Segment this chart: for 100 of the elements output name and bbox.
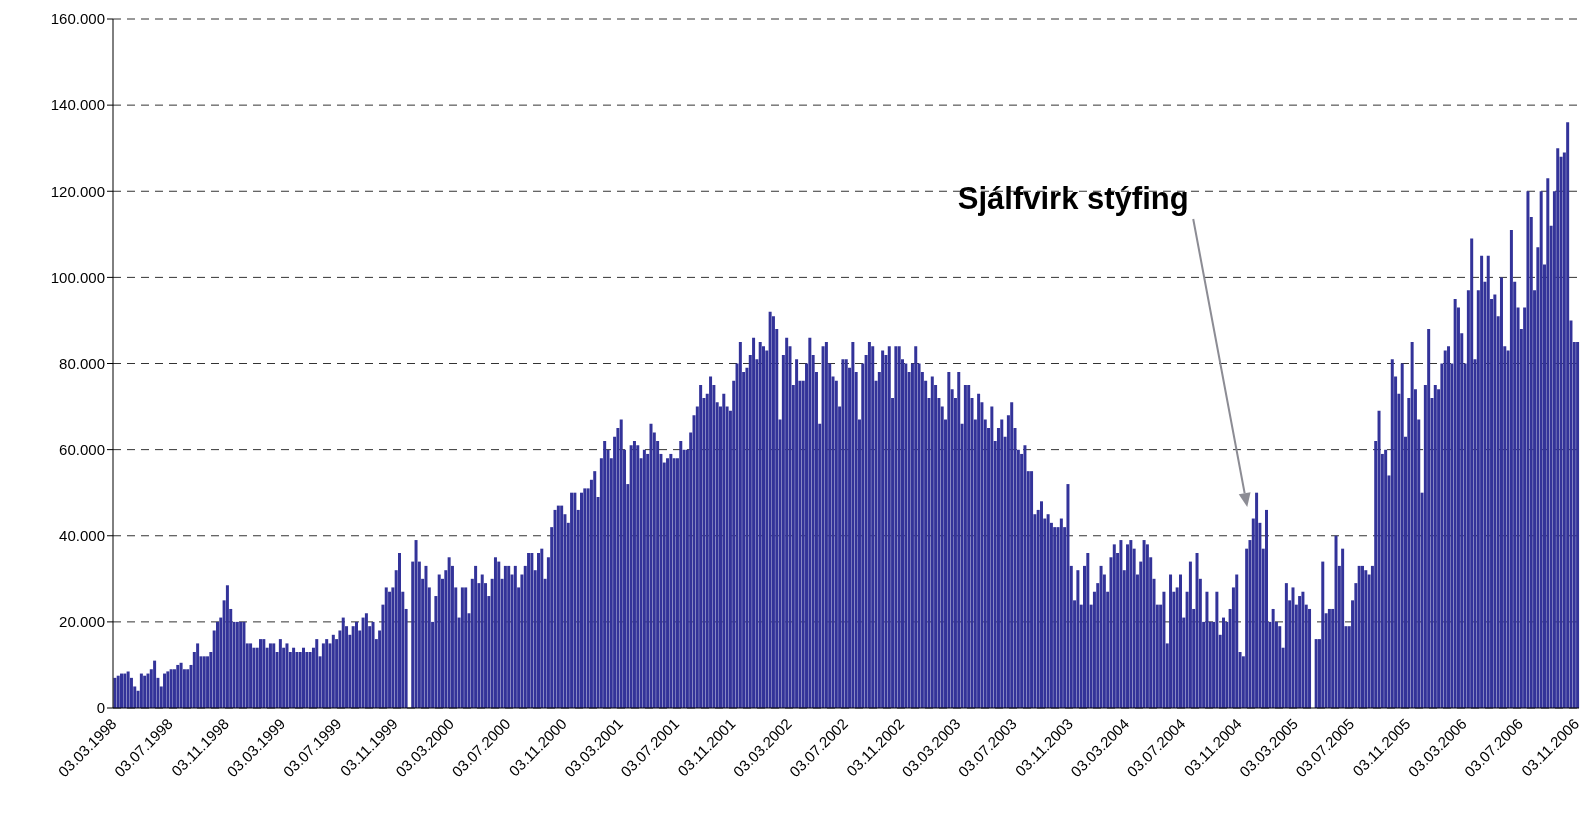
bar — [480, 574, 484, 708]
bar — [1493, 294, 1497, 708]
bar — [1126, 544, 1130, 708]
bar — [126, 671, 130, 708]
bar — [1222, 617, 1225, 708]
bar — [722, 393, 726, 708]
bar — [1410, 341, 1414, 708]
bar — [1384, 449, 1388, 708]
bar — [1215, 591, 1219, 708]
bar — [603, 441, 607, 708]
bar — [497, 561, 501, 708]
bar — [166, 671, 170, 708]
bar — [881, 350, 885, 708]
bar — [1327, 608, 1331, 708]
bar — [851, 341, 855, 708]
bar — [795, 359, 799, 708]
bar — [252, 647, 256, 708]
y-tick-label: 80.000 — [59, 354, 105, 372]
bar — [239, 621, 243, 708]
bar — [315, 639, 319, 708]
bar — [1314, 639, 1318, 708]
bar — [672, 458, 676, 708]
bar — [947, 372, 951, 708]
bar — [930, 376, 934, 708]
bar — [560, 505, 564, 708]
bar — [285, 643, 289, 708]
bar — [1039, 501, 1043, 708]
bar — [642, 449, 646, 708]
bar — [841, 359, 845, 708]
bar — [460, 587, 464, 708]
bar — [1030, 471, 1034, 708]
y-tick-label: 0 — [96, 699, 105, 717]
bar — [914, 346, 918, 708]
bar — [967, 385, 971, 708]
bar — [1112, 544, 1116, 708]
bar — [169, 669, 173, 708]
bar — [785, 337, 789, 708]
bar — [1334, 535, 1338, 708]
bar — [1360, 565, 1364, 708]
bar — [709, 376, 713, 708]
bar — [1308, 608, 1312, 708]
bar — [1546, 178, 1550, 708]
bar — [824, 341, 828, 708]
bar — [632, 441, 636, 708]
bar — [1195, 552, 1199, 708]
bar — [1162, 591, 1166, 708]
bar — [507, 565, 511, 708]
bar — [424, 565, 428, 708]
bar — [1526, 191, 1530, 708]
bar — [530, 552, 534, 708]
bar — [179, 662, 183, 708]
bar — [388, 591, 392, 708]
bar — [580, 492, 583, 708]
bar — [1059, 518, 1063, 708]
bar — [351, 626, 355, 708]
bar — [1284, 583, 1288, 708]
bar — [120, 673, 124, 708]
bar — [278, 639, 282, 708]
bar — [556, 505, 560, 708]
bar — [513, 565, 517, 708]
bar — [308, 652, 312, 708]
bar — [1377, 410, 1381, 708]
bar — [636, 445, 640, 708]
bar — [1142, 540, 1146, 708]
bar — [834, 380, 838, 708]
bar — [242, 621, 246, 708]
bar — [1169, 574, 1173, 708]
bar — [593, 471, 597, 708]
bar — [176, 664, 180, 708]
bar — [1291, 587, 1295, 708]
bar — [341, 617, 345, 708]
bar — [321, 643, 325, 708]
bar — [990, 406, 994, 708]
bar — [196, 643, 200, 708]
bar — [957, 372, 961, 708]
bar — [268, 643, 272, 708]
bar — [649, 423, 653, 708]
bar — [262, 639, 266, 708]
bar — [573, 492, 577, 708]
bar — [1255, 492, 1259, 708]
bar — [1099, 565, 1103, 708]
bar — [1470, 238, 1474, 708]
bar — [397, 552, 401, 708]
y-tick-label: 20.000 — [59, 613, 105, 631]
bar — [447, 557, 451, 708]
bar — [808, 337, 812, 708]
bar — [202, 656, 206, 708]
bar — [1053, 527, 1057, 708]
bar — [1453, 298, 1457, 708]
bar — [1265, 509, 1269, 708]
y-tick-label: 60.000 — [59, 440, 105, 458]
y-tick-label: 120.000 — [50, 182, 105, 200]
bar — [758, 341, 762, 708]
bar — [1129, 540, 1133, 708]
bar — [298, 652, 302, 708]
bar — [302, 647, 306, 708]
bar — [867, 341, 871, 708]
bar — [1178, 574, 1182, 708]
bar — [331, 634, 335, 708]
bar — [1188, 561, 1192, 708]
